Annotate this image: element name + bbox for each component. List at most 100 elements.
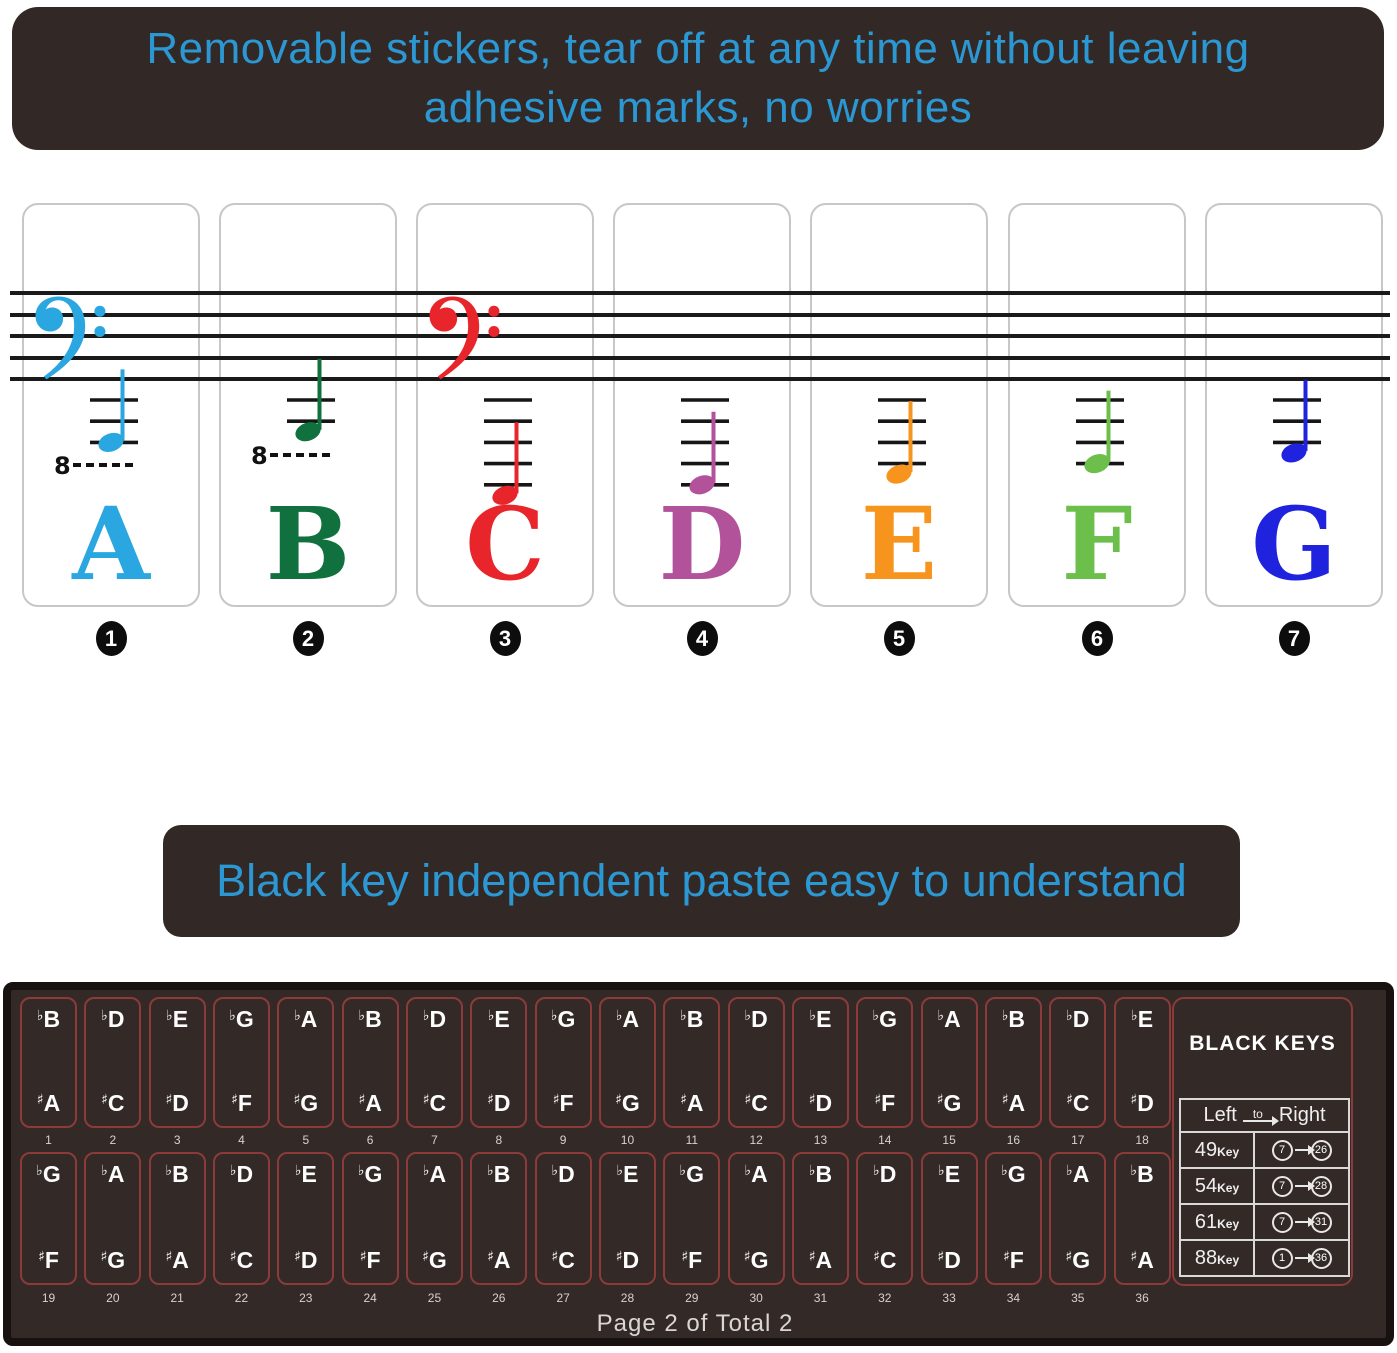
flat-label: ♭D xyxy=(101,1006,125,1032)
black-key-cell-10: ♭A ♯G xyxy=(598,997,656,1128)
sharp-label: ♯C xyxy=(551,1247,575,1273)
black-key-cell-17: ♭D ♯C xyxy=(1049,997,1107,1128)
note-B xyxy=(287,358,335,442)
cell-number: 30 xyxy=(749,1291,763,1305)
sharp-label: ♯D xyxy=(937,1247,961,1273)
sharp-label: ♯F xyxy=(359,1247,381,1273)
table-row: 61 Key 7 31 xyxy=(1181,1205,1348,1241)
sharp-label: ♯C xyxy=(873,1247,897,1273)
flat-label: ♭G xyxy=(357,1161,383,1187)
black-key-cell-11: ♭B ♯A xyxy=(663,997,721,1128)
octave-mark: 8 xyxy=(54,454,133,478)
cell-number: 24 xyxy=(363,1291,377,1305)
top-banner-line2: adhesive marks, no worries xyxy=(423,83,973,132)
black-key-cell-14: ♭G ♯F xyxy=(856,997,914,1128)
sticker-card-B xyxy=(219,203,397,607)
cell-number: 9 xyxy=(559,1133,567,1147)
flat-label: ♭B xyxy=(36,1006,61,1032)
note-F xyxy=(1076,390,1124,474)
flat-label: ♭B xyxy=(358,1006,382,1032)
black-key-cell-16: ♭B ♯A xyxy=(984,997,1042,1128)
key-count: 61 xyxy=(1194,1210,1218,1233)
sticker-card-G xyxy=(1205,203,1383,607)
flat-label: ♭B xyxy=(680,1006,704,1032)
sharp-label: ♯A xyxy=(808,1247,833,1273)
table-row: 49 Key 7 26 xyxy=(1181,1133,1348,1169)
black-keys-table: Left to Right 49 Key 7 26 54 Key 7 28 61 Key … xyxy=(1179,1098,1350,1277)
flat-label: ♭B xyxy=(1001,1006,1026,1032)
note-letter-C: C xyxy=(465,485,545,603)
cell-number: 26 xyxy=(492,1291,506,1305)
black-key-cell-9: ♭G ♯F xyxy=(534,997,592,1128)
bass-clef-icon xyxy=(35,296,106,380)
black-key-cell-2: ♭D ♯C xyxy=(84,997,142,1128)
black-key-cell-35: ♭A ♯G xyxy=(1049,1152,1107,1285)
card-number: 6 xyxy=(1081,621,1113,656)
cell-number: 33 xyxy=(942,1291,956,1305)
cell-number: 6 xyxy=(366,1133,374,1147)
middle-banner: Black key independent paste easy to unde… xyxy=(163,825,1240,937)
cell-number: 28 xyxy=(620,1291,635,1305)
sharp-label: ♯C xyxy=(744,1090,768,1116)
note-G xyxy=(1273,379,1321,463)
cell-number: 17 xyxy=(1071,1133,1085,1147)
key-count: 88 xyxy=(1194,1246,1218,1269)
note-letter-B: B xyxy=(265,485,351,603)
card-number: 1 xyxy=(95,621,127,656)
arrow-icon xyxy=(1294,1181,1315,1191)
table-row: 54 Key 7 28 xyxy=(1181,1169,1348,1205)
arrow-icon xyxy=(1294,1217,1315,1227)
flat-label: ♭G xyxy=(550,1006,576,1032)
sharp-label: ♯A xyxy=(36,1090,61,1116)
black-key-cell-21: ♭B ♯A xyxy=(148,1152,206,1285)
staff-line-3 xyxy=(10,334,1390,338)
black-key-cell-28: ♭E ♯D xyxy=(598,1152,656,1285)
flat-label: ♭B xyxy=(487,1161,511,1187)
black-key-cell-33: ♭E ♯D xyxy=(920,1152,978,1285)
header-left-label: Left xyxy=(1203,1104,1237,1126)
cell-number: 31 xyxy=(813,1291,828,1305)
sharp-label: ♯G xyxy=(743,1247,769,1273)
sharp-label: ♯D xyxy=(487,1090,511,1116)
cell-number: 27 xyxy=(556,1291,570,1305)
cell-number: 11 xyxy=(685,1133,699,1147)
black-key-cell-20: ♭A ♯G xyxy=(84,1152,142,1285)
sticker-card-D xyxy=(613,203,791,607)
arrow-icon xyxy=(1294,1145,1315,1155)
arrow-icon xyxy=(1294,1253,1315,1263)
cell-number: 7 xyxy=(431,1133,438,1147)
staff-line-5 xyxy=(10,377,1390,381)
sharp-label: ♯A xyxy=(358,1090,382,1116)
cell-number: 32 xyxy=(878,1291,892,1305)
flat-label: ♭A xyxy=(937,1006,961,1032)
card-number-badge: 2 xyxy=(219,621,397,656)
sharp-label: ♯F xyxy=(1003,1247,1024,1273)
note-E xyxy=(878,398,926,484)
sharp-label: ♯F xyxy=(681,1247,703,1273)
cell-number: 18 xyxy=(1135,1133,1149,1147)
sharp-label: ♯G xyxy=(422,1247,447,1273)
card-number-badge: 3 xyxy=(416,621,594,656)
black-key-cell-32: ♭D ♯C xyxy=(856,1152,914,1285)
flat-label: ♭A xyxy=(744,1161,768,1187)
cell-number: 12 xyxy=(749,1133,763,1147)
sharp-label: ♯F xyxy=(874,1090,896,1116)
card-number-badge: 7 xyxy=(1205,621,1383,656)
black-key-cell-27: ♭D ♯C xyxy=(534,1152,592,1285)
flat-label: ♭D xyxy=(551,1161,575,1187)
staff-line-2 xyxy=(10,312,1390,317)
range-start-badge: 7 xyxy=(1271,1211,1293,1233)
sharp-label: ♯D xyxy=(808,1090,833,1116)
flat-label: ♭E xyxy=(616,1161,639,1187)
key-suffix: Key xyxy=(1217,1181,1240,1195)
black-key-cell-13: ♭E ♯D xyxy=(791,997,849,1128)
flat-label: ♭B xyxy=(808,1161,833,1187)
sharp-label: ♯F xyxy=(231,1090,252,1116)
left-to-right-arrow-icon: to xyxy=(1241,1108,1279,1126)
top-banner: Removable stickers, tear off at any time… xyxy=(12,7,1384,150)
flat-label: ♭A xyxy=(422,1161,447,1187)
cell-number: 1 xyxy=(45,1133,52,1147)
flat-label: ♭E xyxy=(487,1006,510,1032)
cell-number: 29 xyxy=(685,1291,699,1305)
black-key-cell-6: ♭B ♯A xyxy=(341,997,399,1128)
